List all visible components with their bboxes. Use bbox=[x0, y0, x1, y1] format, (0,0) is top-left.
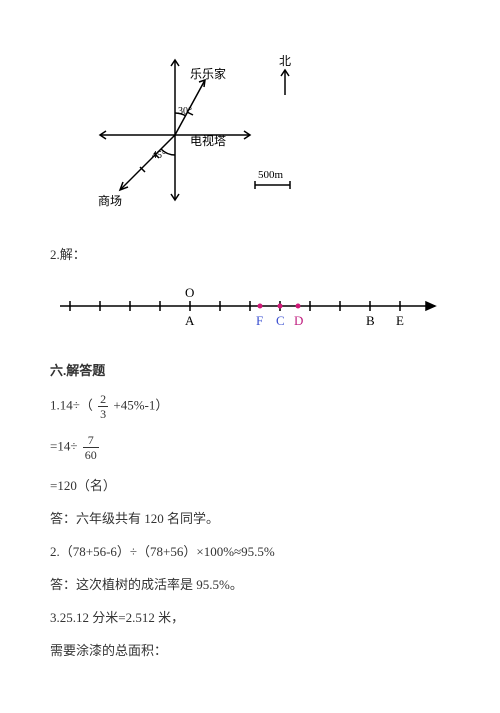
p1-answer: 答：六年级共有 120 名同学。 bbox=[50, 508, 450, 527]
tower-label: 电视塔 bbox=[190, 133, 226, 148]
number-line-diagram: O A F C D B E bbox=[50, 281, 450, 340]
p2-line1: 2.（78+56-6）÷（78+56）×100%≈95.5% bbox=[50, 541, 450, 560]
p2-answer: 答：这次植树的成活率是 95.5%。 bbox=[50, 574, 450, 593]
p1-line2a: =14÷ bbox=[50, 438, 81, 453]
p1-line3: =120（名） bbox=[50, 475, 450, 494]
p1-line1b: +45%-1） bbox=[113, 397, 168, 412]
p3-line2: 需要涂漆的总面积： bbox=[50, 640, 450, 659]
p1-line1a: 1.14÷（ bbox=[50, 397, 93, 412]
angle-45: 45° bbox=[152, 150, 166, 161]
north-label: 北 bbox=[279, 54, 291, 68]
nl-E: E bbox=[396, 313, 404, 328]
frac-2-3: 2 3 bbox=[98, 393, 108, 420]
scale-label: 500m bbox=[258, 169, 284, 181]
nl-A: A bbox=[185, 313, 195, 328]
nl-F: F bbox=[256, 313, 263, 328]
section-6-title: 六.解答题 bbox=[50, 360, 450, 379]
p3-line1: 3.25.12 分米=2.512 米， bbox=[50, 607, 450, 626]
mall-label: 商场 bbox=[98, 193, 122, 208]
nl-O: O bbox=[185, 285, 194, 300]
compass-diagram: 北 乐乐家 30° 电视塔 45° 商场 500m bbox=[90, 50, 450, 214]
frac-7-60: 7 60 bbox=[83, 434, 99, 461]
nl-C: C bbox=[276, 313, 285, 328]
angle-30: 30° bbox=[178, 106, 192, 117]
p1-line2: =14÷ 7 60 bbox=[50, 434, 450, 461]
q2-label: 2.解： bbox=[50, 244, 450, 263]
compass-svg: 北 乐乐家 30° 电视塔 45° 商场 500m bbox=[90, 50, 310, 210]
number-line-svg: O A F C D B E bbox=[50, 281, 450, 336]
nl-D: D bbox=[294, 313, 303, 328]
nl-B: B bbox=[366, 313, 375, 328]
home-label: 乐乐家 bbox=[190, 66, 226, 81]
p1-line1: 1.14÷（ 2 3 +45%-1） bbox=[50, 393, 450, 420]
